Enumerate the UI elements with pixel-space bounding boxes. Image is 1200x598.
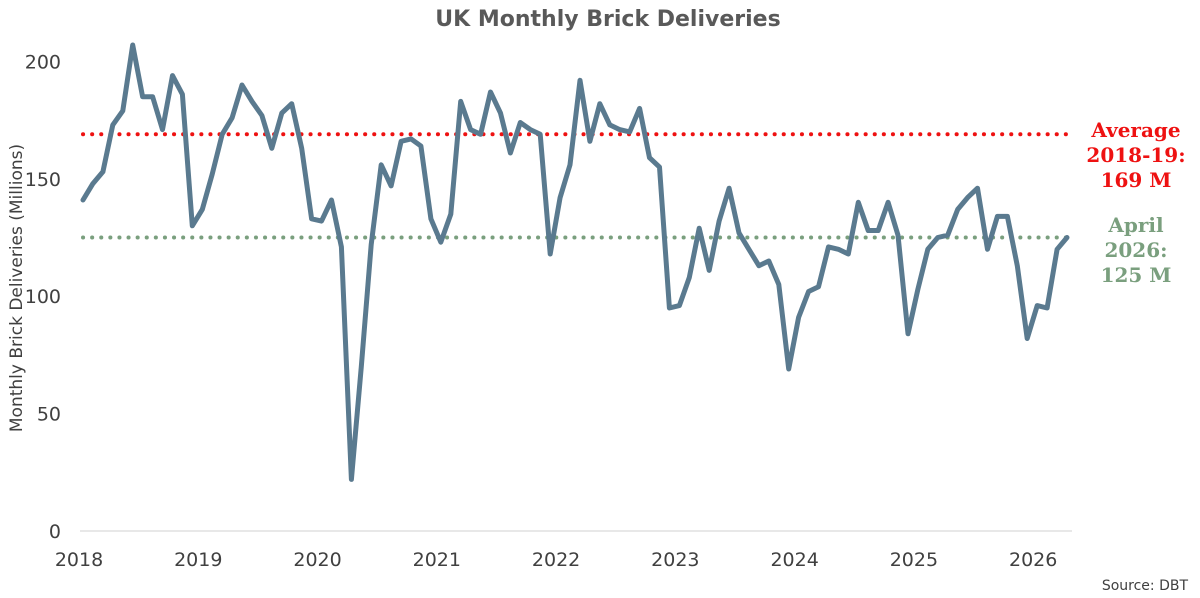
series-line-brick-deliveries (80, 42, 1070, 482)
y-tick-label: 100 (25, 286, 61, 308)
reference-label-line: 2018-19: (1086, 143, 1185, 167)
reference-label-line: 2026: (1104, 238, 1167, 262)
y-tick-label: 50 (37, 404, 61, 426)
x-tick-label: 2021 (413, 549, 461, 571)
y-tick-label: 200 (25, 51, 61, 73)
y-axis-title: Monthly Brick Deliveries (Millions) (7, 144, 27, 432)
reference-label-line: April (1107, 213, 1164, 237)
chart-title: UK Monthly Brick Deliveries (435, 7, 780, 32)
x-tick-label: 2024 (770, 549, 818, 571)
reference-label-1: April 2026: 125 M (1101, 213, 1172, 287)
x-tick-label: 2020 (293, 549, 341, 571)
x-tick-label: 2026 (1009, 549, 1057, 571)
x-tick-labels: 2018 2019 2020 2021 2022 2023 2024 2025 2026 (55, 549, 1058, 571)
reference-label-0: Average 2018-19: 169 M (1086, 118, 1185, 192)
x-tick-label: 2018 (55, 549, 103, 571)
y-tick-label: 0 (49, 521, 61, 543)
y-tick-labels: 0 50 100 150 200 (25, 51, 61, 543)
x-tick-label: 2025 (890, 549, 938, 571)
y-tick-label: 150 (25, 169, 61, 191)
reference-labels: Average 2018-19: 169 M April 2026: 125 M (1086, 118, 1185, 287)
x-tick-label: 2019 (174, 549, 222, 571)
reference-label-line: Average (1090, 118, 1180, 142)
reference-label-line: 169 M (1101, 168, 1172, 192)
source-label: Source: DBT (1102, 578, 1189, 594)
reference-label-line: 125 M (1101, 263, 1172, 287)
reference-lines (81, 132, 1069, 240)
x-tick-label: 2023 (651, 549, 699, 571)
x-tick-label: 2022 (532, 549, 580, 571)
